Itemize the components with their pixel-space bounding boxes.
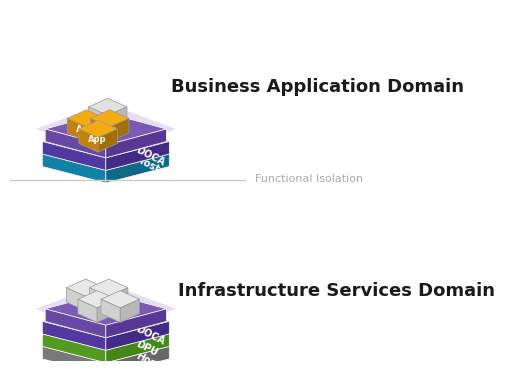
Text: App: App [77, 125, 95, 134]
Polygon shape [106, 129, 166, 158]
Polygon shape [89, 107, 108, 130]
Text: Host OS: Host OS [135, 154, 178, 183]
Polygon shape [42, 322, 106, 350]
Text: Infrastructure Services Domain: Infrastructure Services Domain [178, 282, 495, 300]
Polygon shape [42, 125, 169, 158]
Polygon shape [120, 299, 139, 322]
Polygon shape [67, 279, 105, 297]
Text: DOCA: DOCA [135, 324, 166, 347]
Polygon shape [86, 288, 105, 311]
Polygon shape [87, 118, 106, 141]
Polygon shape [101, 299, 120, 322]
Polygon shape [98, 129, 117, 152]
Polygon shape [45, 129, 106, 158]
Polygon shape [67, 288, 86, 311]
Polygon shape [78, 291, 116, 308]
Polygon shape [42, 305, 169, 338]
Text: Functional Isolation: Functional Isolation [255, 174, 363, 184]
Polygon shape [42, 330, 169, 363]
Polygon shape [109, 288, 128, 311]
Polygon shape [35, 103, 176, 155]
Polygon shape [68, 118, 87, 141]
Text: DOCA: DOCA [135, 144, 166, 167]
Polygon shape [42, 141, 106, 170]
Polygon shape [108, 107, 127, 130]
Polygon shape [42, 334, 106, 363]
Text: App: App [99, 125, 118, 134]
Text: DPU: DPU [135, 339, 159, 358]
Polygon shape [45, 113, 166, 145]
Polygon shape [42, 138, 169, 170]
Polygon shape [45, 309, 106, 338]
Polygon shape [106, 322, 169, 350]
Polygon shape [106, 334, 169, 363]
Polygon shape [79, 120, 117, 138]
Polygon shape [78, 299, 97, 322]
Text: App: App [88, 135, 107, 144]
Polygon shape [90, 110, 129, 127]
Polygon shape [79, 129, 98, 152]
Polygon shape [101, 291, 139, 308]
Polygon shape [106, 309, 166, 338]
Polygon shape [42, 317, 169, 350]
Polygon shape [42, 154, 106, 183]
Polygon shape [35, 283, 176, 335]
Text: Business Application Domain: Business Application Domain [171, 78, 464, 95]
Polygon shape [68, 110, 106, 127]
Polygon shape [106, 347, 169, 373]
Polygon shape [106, 154, 169, 183]
Polygon shape [106, 141, 169, 170]
Polygon shape [89, 279, 128, 297]
Polygon shape [97, 299, 116, 322]
Polygon shape [89, 98, 127, 116]
Polygon shape [45, 292, 166, 325]
Polygon shape [110, 118, 129, 141]
Polygon shape [42, 347, 106, 373]
Polygon shape [90, 118, 110, 141]
Text: Host: Host [135, 351, 161, 371]
Polygon shape [89, 288, 109, 311]
